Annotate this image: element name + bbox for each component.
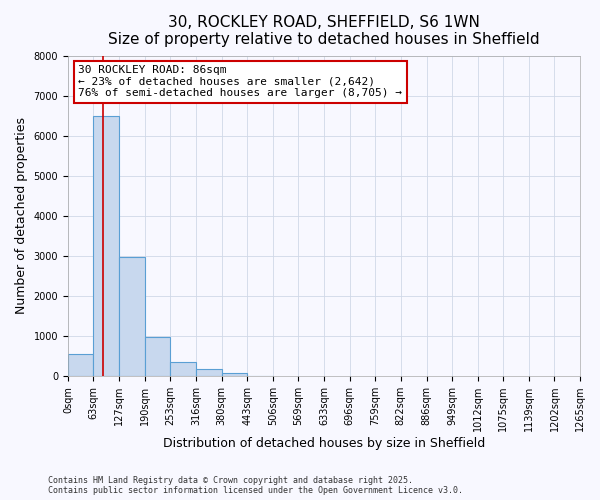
Bar bbox=[170, 362, 196, 376]
Bar bbox=[94, 116, 119, 376]
Bar bbox=[119, 257, 145, 376]
Bar bbox=[68, 354, 94, 376]
Bar bbox=[222, 374, 247, 376]
Bar bbox=[145, 337, 170, 376]
Text: 30 ROCKLEY ROAD: 86sqm
← 23% of detached houses are smaller (2,642)
76% of semi-: 30 ROCKLEY ROAD: 86sqm ← 23% of detached… bbox=[78, 65, 402, 98]
Bar bbox=[196, 370, 222, 376]
Y-axis label: Number of detached properties: Number of detached properties bbox=[15, 118, 28, 314]
X-axis label: Distribution of detached houses by size in Sheffield: Distribution of detached houses by size … bbox=[163, 437, 485, 450]
Text: Contains HM Land Registry data © Crown copyright and database right 2025.
Contai: Contains HM Land Registry data © Crown c… bbox=[48, 476, 463, 495]
Title: 30, ROCKLEY ROAD, SHEFFIELD, S6 1WN
Size of property relative to detached houses: 30, ROCKLEY ROAD, SHEFFIELD, S6 1WN Size… bbox=[108, 15, 540, 48]
